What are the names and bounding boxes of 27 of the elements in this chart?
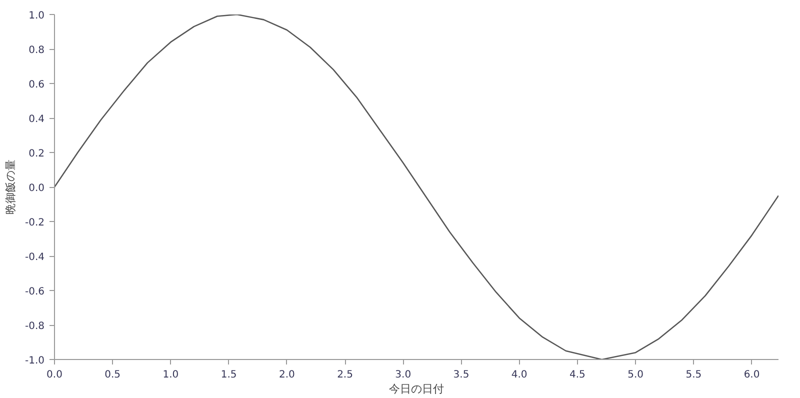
y-axis-title: 晩御飯の量: [4, 160, 17, 214]
x-tick-label: 5.5: [686, 370, 702, 380]
y-tick-label: 0.2: [28, 148, 45, 160]
x-tick-label: 1.0: [162, 370, 179, 380]
x-tick-label: 4.0: [511, 370, 528, 380]
x-tick-label: 1.5: [220, 370, 237, 380]
x-axis-title: 今日の日付: [389, 382, 444, 396]
x-tick-label: 3.5: [453, 370, 470, 380]
y-tick-label: -0.8: [24, 321, 45, 332]
x-tick-label: 0.0: [46, 370, 62, 380]
x-tick-label: 3.0: [395, 370, 412, 380]
x-tick-label: 0.5: [104, 370, 121, 380]
x-tick-label: 2.0: [278, 370, 295, 380]
line-series: [54, 14, 778, 360]
x-tick-label: 4.5: [570, 370, 586, 380]
y-tick-label: -0.2: [24, 218, 45, 228]
y-tick-label: -0.6: [24, 286, 45, 298]
y-tick-label: 1.0: [28, 10, 45, 22]
y-tick-label: -0.4: [24, 252, 45, 263]
y-tick-label: 0.8: [28, 45, 45, 56]
x-tick-label: 2.5: [337, 370, 353, 380]
y-tick-label: 0.0: [28, 183, 45, 194]
x-tick-label: 5.0: [628, 370, 644, 380]
y-tick-label: 0.4: [28, 114, 45, 125]
y-tick-label: 0.6: [28, 80, 45, 90]
y-tick-label: -1.0: [24, 356, 45, 366]
x-tick-label: 6.0: [744, 370, 760, 380]
